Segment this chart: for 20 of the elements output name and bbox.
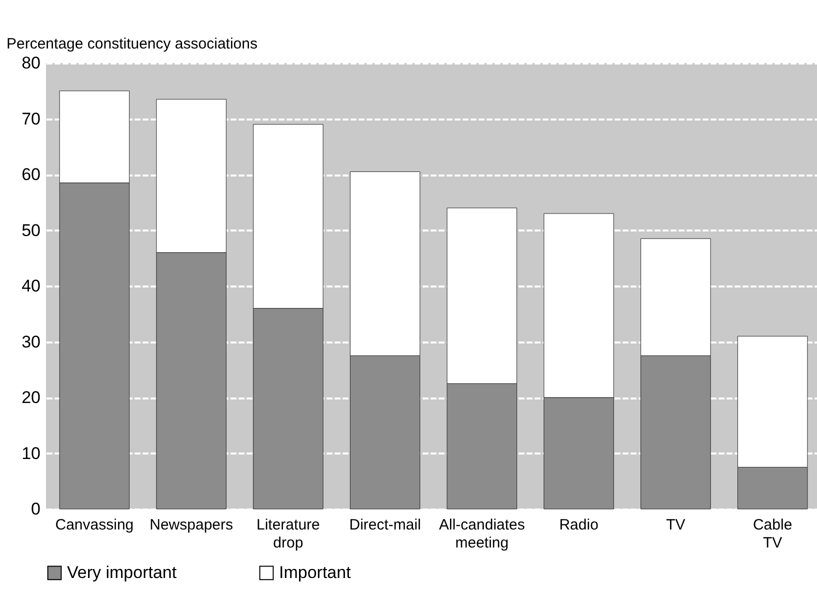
x-tick-label: Cable TV bbox=[752, 516, 792, 552]
x-tick-label: Literature drop bbox=[256, 516, 320, 552]
y-tick-label: 30 bbox=[22, 332, 40, 352]
y-tick-label: 60 bbox=[22, 165, 40, 184]
y-tick-label: 10 bbox=[22, 444, 40, 463]
y-tick-label: 40 bbox=[22, 276, 40, 296]
y-tick-label: 70 bbox=[22, 109, 40, 128]
y-tick-label: 50 bbox=[22, 220, 40, 240]
x-tick-label: All-candiates meeting bbox=[438, 516, 525, 552]
y-axis-title: Percentage constituency associations bbox=[6, 36, 258, 52]
y-tick-label: 80 bbox=[22, 54, 40, 72]
x-tick-label: Direct-mail bbox=[349, 516, 421, 534]
x-tick-label: Newspapers bbox=[150, 516, 233, 534]
legend-label: Very important bbox=[67, 562, 177, 582]
x-tick-label: Radio bbox=[559, 516, 598, 534]
x-tick-label: TV bbox=[666, 516, 686, 534]
y-tick-label: 0 bbox=[31, 500, 40, 518]
x-tick-label: Canvassing bbox=[55, 516, 134, 534]
legend-label: Important bbox=[279, 562, 352, 582]
y-tick-label: 20 bbox=[22, 388, 40, 407]
